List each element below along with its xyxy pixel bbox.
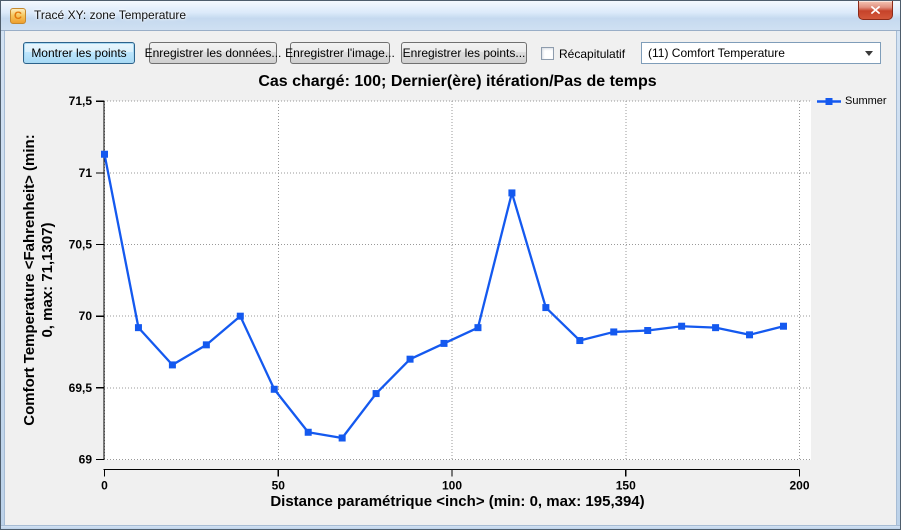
svg-text:50: 50 (272, 479, 286, 493)
save-image-button[interactable]: Enregistrer l'image... (285, 42, 395, 64)
app-icon: C (10, 8, 26, 24)
svg-text:0: 0 (101, 479, 108, 493)
svg-text:150: 150 (616, 479, 636, 493)
chart-title: Cas chargé: 100; Dernier(ère) itération/… (258, 73, 657, 90)
variable-dropdown-value: (11) Comfort Temperature (648, 46, 785, 60)
svg-text:71: 71 (79, 166, 93, 180)
svg-text:69,5: 69,5 (69, 381, 93, 395)
window-title: Tracé XY: zone Temperature (34, 8, 187, 22)
svg-text:200: 200 (789, 479, 809, 493)
summary-checkbox[interactable] (541, 47, 554, 60)
svg-text:71,5: 71,5 (69, 94, 93, 108)
svg-text:70: 70 (79, 309, 93, 323)
show-points-button[interactable]: Montrer les points (23, 42, 135, 64)
legend-marker-icon (817, 97, 841, 105)
save-data-button[interactable]: Enregistrer les données... (145, 42, 281, 64)
svg-text:70,5: 70,5 (69, 238, 93, 252)
save-points-button[interactable]: Enregistrer les points... (401, 42, 527, 64)
close-icon (871, 6, 880, 14)
legend-label: Summer (845, 95, 887, 107)
summary-checkbox-label: Récapitulatif (559, 47, 626, 61)
chevron-down-icon (865, 51, 873, 56)
svg-text:69: 69 (79, 453, 93, 467)
close-button[interactable] (858, 1, 893, 20)
titlebar[interactable]: C Tracé XY: zone Temperature (1, 1, 900, 31)
legend[interactable]: Summer (817, 95, 887, 107)
window-border-right (896, 31, 900, 529)
x-axis-title: Distance paramétrique <inch> (min: 0, ma… (270, 493, 645, 510)
window-border-left (1, 31, 5, 529)
svg-text:100: 100 (442, 479, 462, 493)
window-border-bottom (1, 525, 900, 529)
variable-dropdown[interactable]: (11) Comfort Temperature (641, 42, 881, 64)
